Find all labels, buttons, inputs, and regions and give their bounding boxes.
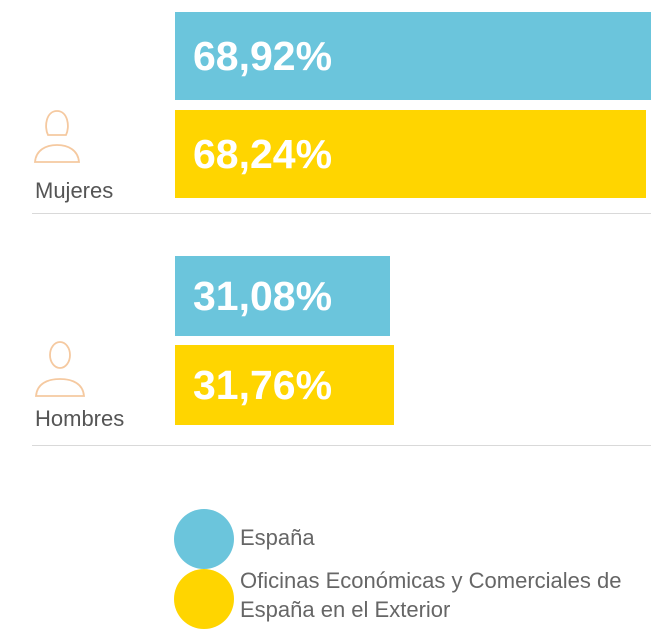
- value-label: 31,76%: [193, 361, 333, 408]
- women-icon: [34, 110, 80, 163]
- separator: [32, 445, 651, 446]
- value-label: 68,24%: [193, 130, 333, 177]
- bar: 31,08%: [175, 256, 390, 336]
- value-label: 68,92%: [193, 32, 333, 79]
- legend-swatch: [174, 569, 234, 629]
- bar: 68,92%: [175, 12, 651, 100]
- value-label: 31,08%: [193, 272, 333, 319]
- men-icon: [35, 341, 85, 397]
- legend-label: España: [240, 525, 315, 550]
- legend-swatch: [174, 509, 234, 569]
- category-label: Mujeres: [35, 178, 114, 203]
- category-label: Hombres: [35, 406, 125, 431]
- bar: 68,24%: [175, 110, 647, 198]
- separator: [32, 213, 651, 214]
- legend-label: Oficinas Económicas y Comerciales de Esp…: [240, 568, 622, 622]
- bar: 31,76%: [175, 345, 395, 425]
